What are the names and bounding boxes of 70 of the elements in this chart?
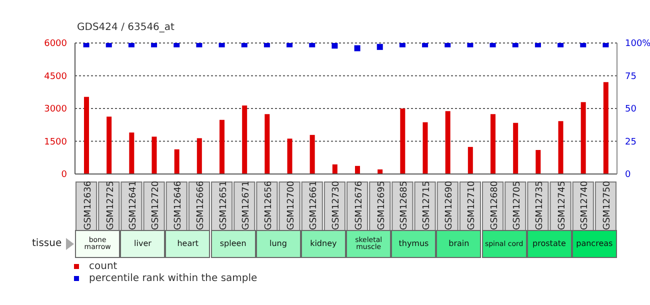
x-tick-label: GSM12636	[83, 180, 94, 230]
x-tick-label: GSM12705	[512, 180, 522, 230]
y-tick-label: 0	[61, 170, 68, 180]
y2-tick-label: 100%	[625, 39, 650, 50]
chart-title: GDS424 / 63546_at	[77, 22, 174, 33]
x-tick-label: GSM12715	[422, 180, 432, 230]
x-tick-label: GSM12651	[218, 180, 229, 230]
x-tick-label: GSM12740	[580, 180, 590, 230]
x-tick-label: GSM12671	[241, 180, 252, 230]
bar	[174, 149, 180, 174]
text: tissue	[32, 238, 62, 249]
bar	[536, 150, 541, 174]
x-tick-label: GSM12680	[490, 180, 500, 230]
x-tick-label: GSM12661	[309, 180, 320, 230]
bar	[310, 134, 315, 174]
x-tick-label: GSM12725	[106, 180, 116, 230]
y2-tick-label: 0	[625, 170, 631, 180]
text: brain	[436, 230, 482, 258]
y-tick-label: 3000	[44, 104, 68, 115]
bar	[264, 114, 270, 174]
bar	[355, 166, 360, 174]
bar	[580, 102, 586, 174]
x-tick-label: GSM12690	[444, 180, 455, 230]
bar	[287, 138, 292, 174]
y2-tick-label: 50	[625, 104, 637, 115]
bar	[445, 111, 450, 174]
bar	[603, 82, 608, 174]
y2-tick-label: 25	[625, 137, 636, 148]
x-tick-label: GSM12750	[602, 180, 613, 230]
legend-label: count	[89, 260, 118, 272]
bar	[152, 136, 157, 174]
x-tick-label: GSM12720	[151, 180, 162, 230]
x-tick-label: GSM12666	[196, 180, 206, 230]
bar	[400, 108, 406, 174]
text: kidney	[300, 230, 346, 258]
bar	[422, 122, 428, 174]
text: lung	[256, 230, 301, 258]
text: spleen	[210, 230, 256, 258]
bar	[84, 96, 89, 174]
bar	[558, 121, 564, 174]
text: prostate	[526, 230, 572, 258]
x-tick-label: GSM12710	[467, 180, 478, 230]
text: pancreas	[572, 230, 617, 258]
y-tick-label: 4500	[44, 72, 68, 82]
x-tick-label: GSM12735	[534, 180, 545, 230]
bar	[242, 105, 248, 174]
x-tick-label: GSM12656	[264, 180, 274, 230]
x-tick-label: GSM12730	[332, 180, 342, 230]
bar	[490, 114, 496, 174]
bar	[106, 116, 112, 174]
bar	[129, 132, 134, 174]
y-tick-label: 1500	[44, 137, 68, 148]
x-tick-label: GSM12685	[399, 180, 410, 230]
text: liver	[120, 230, 166, 258]
bar	[468, 146, 473, 174]
text: heart	[165, 230, 210, 258]
y2-tick-label: 75	[625, 72, 636, 82]
bar	[196, 138, 202, 174]
y-tick-label: 6000	[44, 39, 68, 50]
bar	[513, 122, 518, 174]
legend-label: percentile rank within the sample	[89, 272, 258, 284]
x-tick-label: GSM12641	[128, 180, 138, 230]
bar	[220, 120, 224, 174]
x-tick-label: GSM12700	[286, 180, 297, 230]
x-tick-label: GSM12745	[558, 180, 568, 230]
x-tick-label: GSM12695	[376, 180, 387, 230]
bar	[332, 164, 338, 174]
x-tick-label: GSM12676	[354, 180, 364, 230]
text: thymus	[391, 230, 436, 258]
x-tick-label: GSM12646	[174, 180, 184, 230]
